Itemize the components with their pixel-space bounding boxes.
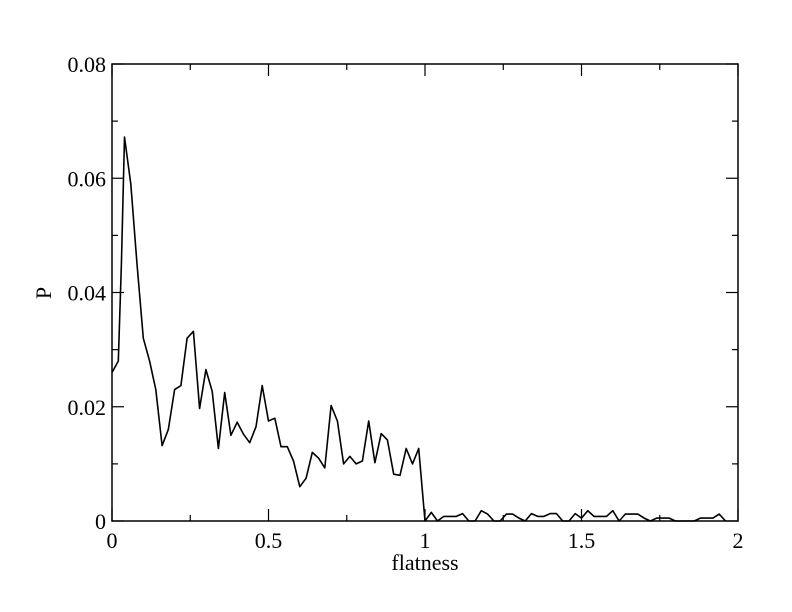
y-axis-label: P: [31, 287, 56, 299]
y-tick-label: 0: [95, 509, 106, 534]
tick-label-layer: 0 0.5 1 1.5 2 0 0.02 0.04 0.06 0.08: [68, 52, 744, 553]
y-tick-label: 0.04: [68, 281, 107, 306]
x-tick-label: 0.5: [255, 528, 283, 553]
series-layer: [111, 136, 727, 522]
x-tick-label: 0: [107, 528, 118, 553]
x-tick-label: 2: [733, 528, 744, 553]
y-tick-label: 0.02: [68, 395, 107, 420]
x-tick-label: 1.5: [568, 528, 596, 553]
tick-layer: [111, 63, 739, 522]
y-tick-label: 0.06: [68, 166, 107, 191]
x-axis-label: flatness: [391, 550, 458, 575]
series-line-0: [111, 136, 727, 522]
x-tick-label: 1: [420, 528, 431, 553]
y-tick-label: 0.08: [68, 52, 107, 77]
plot-frame: [111, 63, 739, 522]
